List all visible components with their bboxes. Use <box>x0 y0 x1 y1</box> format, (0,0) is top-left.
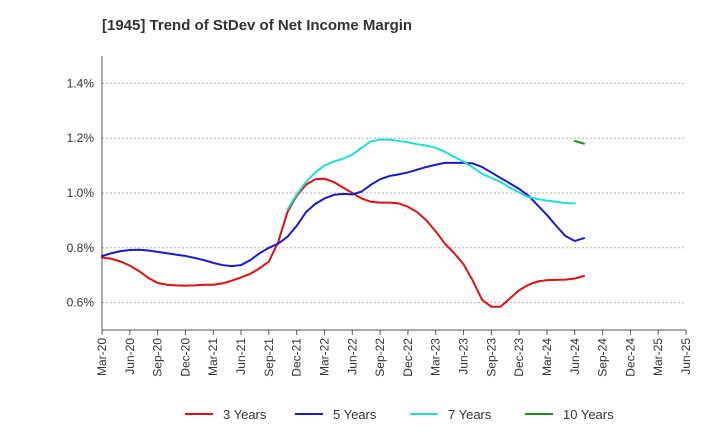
x-tick-label: Mar-24 <box>540 338 554 376</box>
x-tick-label: Sep-23 <box>484 338 498 377</box>
x-tick-label: Dec-21 <box>290 338 304 377</box>
y-tick-label: 0.6% <box>67 296 95 310</box>
y-tick-label: 1.0% <box>67 186 95 200</box>
x-tick-label: Sep-24 <box>596 338 610 377</box>
series-line-4 <box>573 139 586 145</box>
x-tick-label: Dec-23 <box>512 338 526 377</box>
series-lines <box>101 138 586 308</box>
legend-label: 3 Years <box>223 407 267 422</box>
gridlines <box>102 82 686 304</box>
x-tick-label: Mar-22 <box>317 338 331 376</box>
x-tick-label: Dec-20 <box>178 338 192 377</box>
x-tick-label: Jun-20 <box>123 338 137 375</box>
legend-label: 7 Years <box>448 407 492 422</box>
axes: 0.6% 0.8% 1.0% 1.2% 1.4% Mar-20 Jun-20 Sep-20 De… <box>67 56 693 377</box>
x-tick-label: Jun-21 <box>234 338 248 375</box>
x-tick-label: Jun-23 <box>457 338 471 375</box>
x-tick-label: Dec-24 <box>623 338 637 377</box>
y-tick-label: 1.4% <box>67 76 95 90</box>
series-line-2 <box>101 161 586 268</box>
legend-label: 5 Years <box>333 407 377 422</box>
y-tick-label: 0.8% <box>67 241 95 255</box>
x-tick-label: Sep-21 <box>262 338 276 377</box>
y-tick-label: 1.2% <box>67 131 95 145</box>
x-tick-label: Dec-22 <box>401 338 415 377</box>
x-tick-label: Jun-22 <box>345 338 359 375</box>
x-tick-label: Sep-20 <box>151 338 165 377</box>
legend-label: 10 Years <box>563 407 614 422</box>
series-line-1 <box>101 177 586 308</box>
x-tick-label: Jun-25 <box>679 338 693 375</box>
x-tick-label: Jun-24 <box>568 338 582 375</box>
series-line-3 <box>286 138 576 211</box>
chart-title: [1945] Trend of StDev of Net Income Marg… <box>102 17 412 34</box>
legend: 3 Years 5 Years 7 Years 10 Years <box>185 407 614 422</box>
x-tick-label: Mar-23 <box>429 338 443 376</box>
x-tick-label: Mar-21 <box>206 338 220 376</box>
x-tick-label: Sep-22 <box>373 338 387 377</box>
x-tick-label: Mar-20 <box>95 338 109 376</box>
x-tick-label: Mar-25 <box>651 338 665 376</box>
